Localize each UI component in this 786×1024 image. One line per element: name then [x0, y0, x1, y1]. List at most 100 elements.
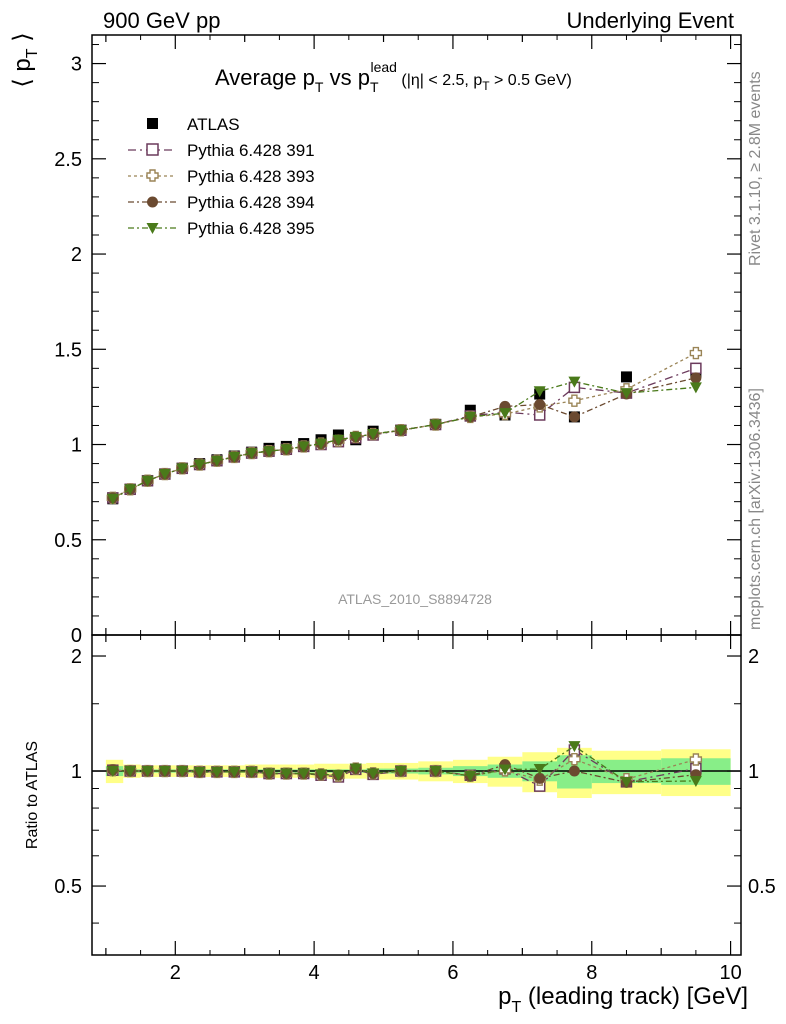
ratio-point	[141, 766, 154, 778]
data-point	[193, 459, 206, 471]
main-ytick-label: 1	[71, 435, 82, 457]
data-point	[429, 419, 442, 431]
data-point	[690, 372, 702, 384]
main-axis-ticks: 0 0.5 1 1.5 2 2.5 3	[54, 35, 741, 647]
title-cut-sub: T	[482, 79, 490, 93]
ratio-point	[176, 766, 189, 778]
ratio-point	[689, 753, 703, 766]
plot-title: Average pT vs pTlead (|η| < 2.5, pT > 0.…	[215, 59, 572, 95]
title-main: Average p	[215, 65, 315, 90]
xtick-label: 10	[719, 962, 741, 984]
main-y-label-end: ⟩	[9, 32, 36, 48]
main-ytick-label: 0.5	[54, 530, 82, 552]
ratio-panel-frame	[91, 634, 742, 956]
data-point	[124, 484, 137, 496]
data-point	[534, 399, 546, 411]
title-cut-end: > 0.5 GeV)	[490, 72, 572, 89]
main-ytick-label: 2	[71, 244, 82, 266]
legend-label-391: Pythia 6.428 391	[187, 141, 315, 160]
legend-entry-atlas: ATLAS	[147, 115, 240, 134]
data-point	[533, 386, 546, 398]
main-series	[106, 346, 703, 505]
ratio-point	[332, 770, 345, 782]
main-ytick-label: 0	[71, 625, 82, 647]
ratio-point	[568, 765, 580, 777]
ratio-uncertainty-bands	[92, 747, 741, 798]
legend: ATLAS Pythia 6.428 391 Pythia 6.428 393 …	[128, 115, 315, 238]
data-point	[228, 451, 241, 463]
legend-entry-391: Pythia 6.428 391	[128, 141, 315, 160]
data-point	[297, 441, 310, 453]
ratio-point	[620, 776, 633, 788]
ratio-point	[568, 752, 581, 766]
data-point	[690, 362, 702, 375]
xtick-label: 8	[586, 962, 597, 984]
x-axis-label: pT (leading track) [GeV]	[498, 983, 748, 1016]
data-point	[210, 455, 223, 467]
main-ytick-label: 2.5	[54, 149, 82, 171]
x-label-end: (leading track) [GeV]	[521, 983, 748, 1010]
title-cut: (|η| < 2.5, p	[397, 72, 482, 89]
legend-marker-atlas	[147, 118, 158, 129]
data-point	[280, 444, 293, 456]
legend-entry-395: Pythia 6.428 395	[128, 219, 315, 238]
xtick-label: 6	[447, 962, 458, 984]
ratio-point	[210, 766, 223, 778]
ratio-point	[158, 766, 171, 778]
ratio-ytick-label: 0.5	[54, 876, 82, 898]
ratio-point	[367, 768, 380, 780]
data-point	[568, 394, 581, 407]
data-point	[689, 346, 703, 360]
analysis-label: ATLAS_2010_S8894728	[338, 591, 492, 607]
data-point	[106, 493, 119, 505]
data-point	[568, 376, 581, 388]
ratio-point	[533, 764, 546, 776]
xtick-label: 4	[309, 962, 320, 984]
title-sub2: T	[370, 79, 379, 95]
ratio-point	[228, 766, 241, 778]
mcplots-note: mcplots.cern.ch [arXiv:1306.3436]	[747, 388, 764, 630]
legend-entry-393: Pythia 6.428 393	[128, 167, 315, 186]
ratio-point	[499, 764, 511, 776]
legend-label-atlas: ATLAS	[187, 115, 240, 134]
xtick-label: 2	[170, 962, 181, 984]
data-point	[464, 411, 477, 423]
ratio-axis-ticks: 0.5 0.5 1 1 2 2 2 4 6 8 10	[54, 635, 776, 984]
legend-marker-393	[146, 169, 159, 182]
header-right: Underlying Event	[566, 8, 734, 33]
title-sub1: T	[315, 79, 324, 95]
ratio-ytick-label: 1	[71, 761, 82, 783]
data-point	[499, 408, 511, 420]
legend-marker-394	[147, 196, 158, 208]
data-point	[689, 382, 702, 394]
legend-entry-394: Pythia 6.428 394	[128, 193, 315, 212]
ratio-point	[106, 766, 119, 778]
ratio-point	[193, 767, 206, 779]
legend-label-394: Pythia 6.428 394	[187, 193, 315, 212]
legend-marker-395	[146, 223, 159, 234]
ratio-point	[394, 766, 407, 778]
data-point	[568, 411, 580, 423]
series-4	[106, 376, 702, 505]
ratio-series	[106, 741, 703, 792]
legend-label-393: Pythia 6.428 393	[187, 167, 315, 186]
data-point	[367, 429, 380, 441]
ratio-point	[280, 768, 293, 780]
ratio-ytick-label-right: 1	[748, 761, 759, 783]
data-point	[158, 469, 171, 481]
ratio-ytick-label-right: 0.5	[748, 876, 776, 898]
ratio-point	[315, 769, 328, 781]
ratio-point	[349, 763, 362, 775]
ratio-point	[297, 768, 310, 780]
title-sup2: lead	[371, 59, 397, 75]
data-point	[620, 388, 633, 400]
title-vs: vs p	[323, 65, 369, 90]
ratio-ytick-label-right: 2	[748, 646, 759, 668]
data-point	[349, 431, 362, 443]
main-ytick-label: 3	[71, 54, 82, 76]
ratio-point	[568, 741, 581, 753]
main-y-label-sub: T	[24, 48, 41, 58]
ratio-series-3	[106, 741, 702, 788]
data-point	[394, 425, 407, 437]
